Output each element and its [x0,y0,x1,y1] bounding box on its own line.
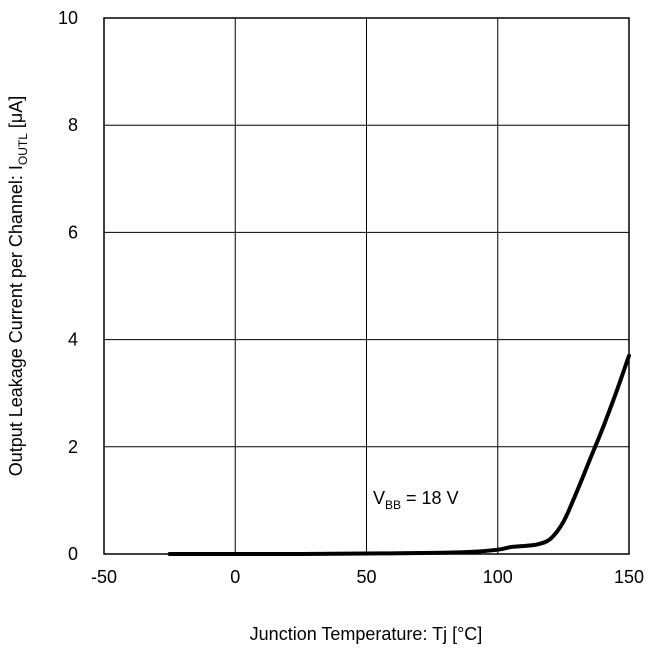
y-tick-labels: 0 2 4 6 8 10 [58,8,78,564]
y-tick-label: 2 [68,437,78,457]
y-axis-title-subscript: OUTL [16,133,30,165]
y-tick-label: 6 [68,222,78,242]
y-axis-title-main: Output Leakage Current per Channel: I [6,165,26,476]
x-tick-label: -50 [91,567,117,587]
condition-annotation: VBB = 18 V [373,488,459,512]
annotation-v: V [373,488,385,508]
annotation-rest: = 18 V [401,488,459,508]
x-tick-labels: -50 0 50 100 150 [91,567,644,587]
y-axis-title: Output Leakage Current per Channel: IOUT… [6,96,30,477]
x-tick-label: 0 [230,567,240,587]
grid [103,17,630,555]
y-tick-label: 4 [68,330,78,350]
x-axis-title: Junction Temperature: Tj [°C] [250,624,483,644]
annotation-subscript: BB [385,498,401,512]
y-tick-label: 8 [68,115,78,135]
x-tick-label: 150 [614,567,644,587]
series-line [167,353,631,557]
x-tick-label: 100 [483,567,513,587]
x-tick-label: 50 [356,567,376,587]
y-tick-label: 10 [58,8,78,28]
y-tick-label: 0 [68,544,78,564]
y-axis-title-unit: [μA] [6,96,26,133]
